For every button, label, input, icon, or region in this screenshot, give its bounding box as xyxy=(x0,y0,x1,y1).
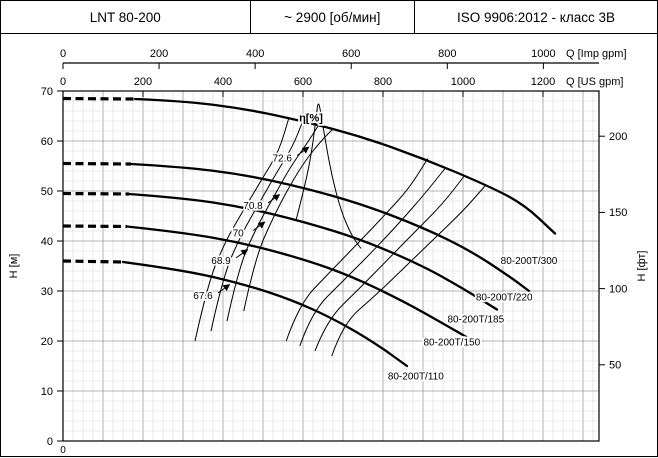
efficiency-label-arrow xyxy=(235,249,249,259)
efficiency-value-label: 68.9 xyxy=(211,256,231,267)
efficiency-line-67.6-left xyxy=(194,117,290,342)
pump-curve-80-200T/110 xyxy=(121,260,409,368)
pump-curve-dashed-80-200T/150 xyxy=(62,224,128,229)
imp-gpm-tick-label: 1000 xyxy=(531,48,555,60)
plot-frame xyxy=(62,90,600,442)
us-gpm-tick-label: 200 xyxy=(134,76,152,88)
imp-gpm-tick-label: 0 xyxy=(60,48,66,60)
efficiency-label-arrow xyxy=(252,221,266,231)
imp-gpm-tick-label: 400 xyxy=(246,48,264,60)
curve-label-80-200T/220: 80-200T/220 xyxy=(476,293,533,304)
us-gpm-axis-title: Q [US gpm] xyxy=(566,76,623,88)
pump-curve-dashed-80-200T/185 xyxy=(62,191,130,196)
pump-curve-dashed-80-200T/300 xyxy=(62,96,136,101)
h-m-tick-label: 10 xyxy=(41,386,53,398)
curve-label-80-200T/300: 80-200T/300 xyxy=(501,256,558,267)
efficiency-value-label: 70 xyxy=(233,229,245,240)
curve-label-80-200T/185: 80-200T/185 xyxy=(447,315,504,326)
h-ft-tick-label: 150 xyxy=(609,207,627,219)
imp-gpm-tick-label: 600 xyxy=(342,48,360,60)
pump-curve-80-200T/150 xyxy=(125,225,471,340)
h-m-tick-label: 40 xyxy=(41,236,53,248)
efficiency-value-label: 72.6 xyxy=(272,154,292,165)
h-m-tick-label: 30 xyxy=(41,286,53,298)
curve-label-80-200T/110: 80-200T/110 xyxy=(388,372,444,383)
us-gpm-tick-label: 1200 xyxy=(531,76,555,88)
imp-gpm-tick-label: 200 xyxy=(150,48,168,60)
pump-speed: ~ 2900 [об/мин] xyxy=(249,1,416,33)
h-m-tick-label: 0 xyxy=(47,436,53,448)
efficiency-line-67.6-right xyxy=(331,185,486,357)
efficiency-label-arrow xyxy=(217,284,231,294)
efficiency-line-70-right xyxy=(299,168,446,347)
grid xyxy=(62,90,599,442)
pump-model: LNT 80-200 xyxy=(89,9,161,25)
h-ft-tick-label: 200 xyxy=(609,131,627,143)
efficiency-line-68.9-right xyxy=(314,174,466,352)
efficiency-value-label: 67.6 xyxy=(193,291,213,302)
efficiency-line-68.9-left xyxy=(210,120,304,332)
h-m-tick-label: 20 xyxy=(41,336,53,348)
pump-curve-80-200T/220 xyxy=(129,162,531,293)
curve-label-80-200T/150: 80-200T/150 xyxy=(423,338,480,349)
efficiency-line-70.8-right xyxy=(285,158,429,342)
h-ft-axis-title: H [фт] xyxy=(636,251,648,282)
h-ft-tick-label: 100 xyxy=(609,283,627,295)
efficiency-label-arrow xyxy=(267,194,281,204)
axes: 0 200 400 600 800 1000 Q [Imp gpm]0 200 400 600 80… xyxy=(8,48,648,456)
pump-curves xyxy=(62,96,557,368)
h-m-tick-label: 50 xyxy=(41,186,53,198)
imp-gpm-tick-label: 800 xyxy=(438,48,456,60)
test-standard: ISO 9906:2012 - класс 3В xyxy=(456,9,616,25)
us-gpm-tick-label: 800 xyxy=(374,76,392,88)
bottom-axis-zero-label: 0 xyxy=(60,445,66,456)
pump-curve-80-200T/300 xyxy=(133,97,557,235)
efficiency-value-label: 70.8 xyxy=(243,201,263,212)
pump-curve-dashed-80-200T/110 xyxy=(62,259,124,264)
h-ft-tick-label: 50 xyxy=(609,360,621,372)
h-m-tick-label: 70 xyxy=(41,86,53,98)
pump-curve-dashed-80-200T/220 xyxy=(62,161,132,166)
annotations: 80-200T/300 80-200T/220 80-200T/185 80-200T… xyxy=(192,111,560,385)
us-gpm-tick-label: 600 xyxy=(294,76,312,88)
us-gpm-tick-label: 0 xyxy=(60,76,66,88)
us-gpm-tick-label: 1000 xyxy=(451,76,475,88)
efficiency-axis-title: η[%] xyxy=(299,113,323,125)
efficiency-line-72.6-peak xyxy=(295,103,362,249)
h-m-axis-title: H [м] xyxy=(8,254,20,279)
imp-gpm-axis-title: Q [Imp gpm] xyxy=(566,48,627,60)
pump-curve-80-200T/185 xyxy=(127,192,499,311)
title-bar: LNT 80-200 ~ 2900 [об/мин] ISO 9906:2012… xyxy=(1,1,657,34)
us-gpm-tick-label: 400 xyxy=(214,76,232,88)
efficiency-label-arrow xyxy=(296,146,310,156)
h-m-tick-label: 60 xyxy=(41,136,53,148)
